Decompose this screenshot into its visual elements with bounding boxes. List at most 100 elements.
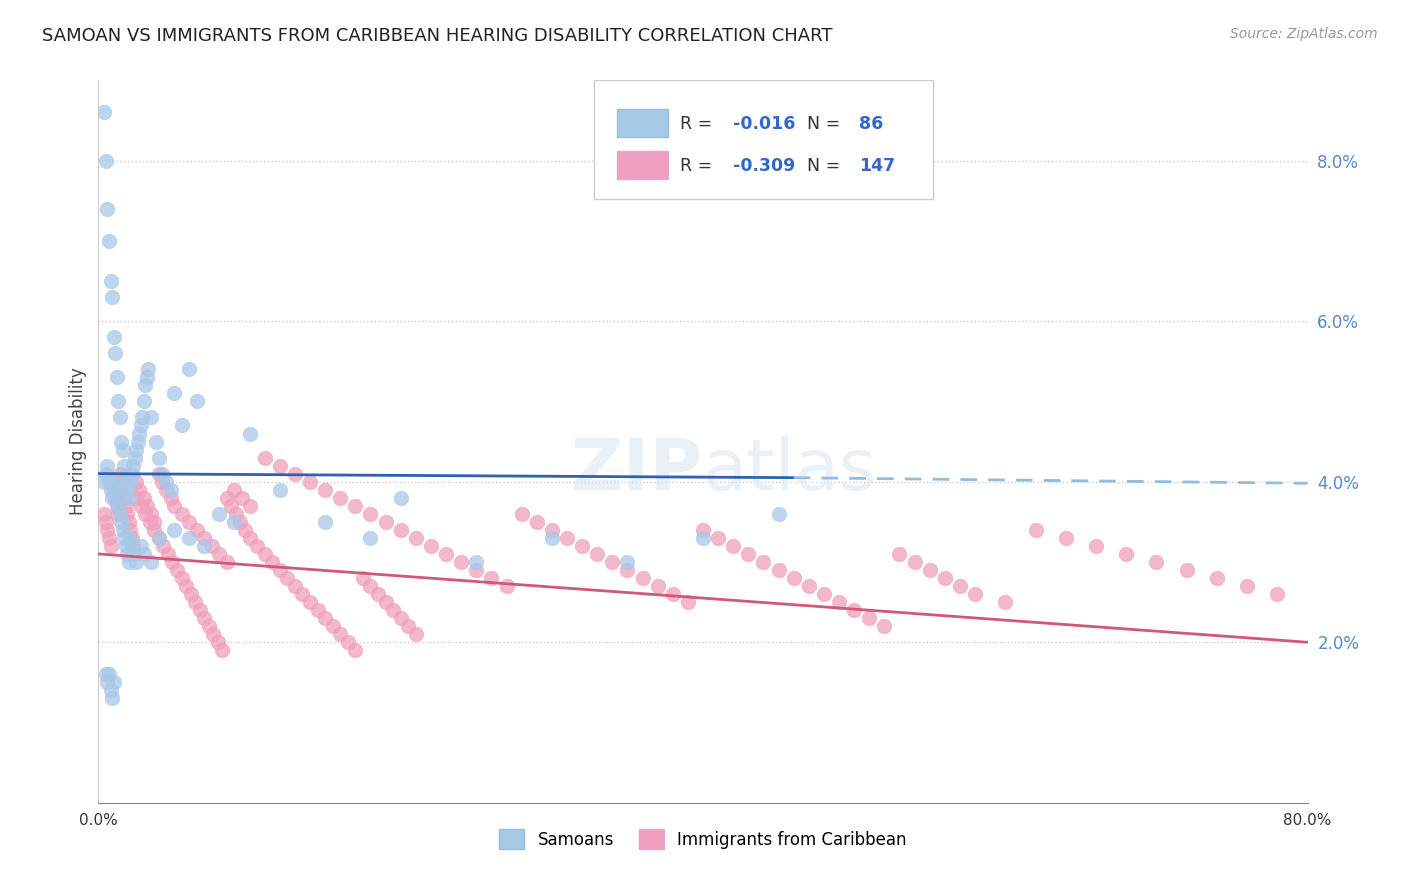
Point [405,531,427,545]
Text: SAMOAN VS IMMIGRANTS FROM CARIBBEAN HEARING DISABILITY CORRELATION CHART: SAMOAN VS IMMIGRANTS FROM CARIBBEAN HEAR… [42,27,832,45]
Point [124,450,146,465]
Point [103,330,125,344]
Point [465,563,488,577]
Point [858,611,880,625]
Point [115,483,138,497]
Point [101,691,124,706]
Point [134,378,156,392]
Point [389,523,412,537]
Point [336,635,359,649]
Point [103,675,125,690]
Point [231,491,253,505]
Point [111,483,134,497]
Point [314,611,336,625]
Text: 86: 86 [859,115,883,133]
Text: R =: R = [681,156,718,175]
Point [135,370,157,384]
Point [179,531,201,545]
Point [465,555,488,569]
Point [374,515,396,529]
Point [344,499,367,513]
Point [284,579,307,593]
Point [540,531,562,545]
Point [141,410,163,425]
Point [129,499,152,513]
Point [122,458,145,473]
Point [110,434,132,449]
Point [104,491,127,505]
Point [155,483,177,497]
Point [110,475,132,489]
Point [783,571,806,585]
Point [526,515,548,529]
Point [873,619,896,633]
Point [291,587,314,601]
Point [156,547,179,561]
Point [586,547,609,561]
Point [616,563,638,577]
Point [105,499,128,513]
Point [676,595,699,609]
Point [121,467,143,481]
Point [389,611,412,625]
Point [100,483,122,497]
Point [934,571,956,585]
Point [129,418,152,433]
Point [103,475,125,489]
Point [111,442,134,457]
Point [125,491,148,505]
Point [571,539,593,553]
Point [269,563,291,577]
Point [797,579,820,593]
Point [188,603,211,617]
Point [132,491,155,505]
Point [100,274,122,288]
Point [329,627,352,641]
Point [104,483,127,497]
Point [1236,579,1258,593]
Point [360,579,382,593]
Y-axis label: Hearing Disability: Hearing Disability [69,368,87,516]
Point [602,555,624,569]
Point [193,611,215,625]
Point [101,290,124,304]
Point [1206,571,1229,585]
Point [314,483,336,497]
Point [197,619,219,633]
Point [114,475,136,489]
FancyBboxPatch shape [617,151,668,178]
Point [148,531,170,545]
Point [134,507,156,521]
Point [148,467,170,481]
Point [269,483,291,497]
Point [160,491,183,505]
Point [100,683,122,698]
Point [94,153,117,168]
Point [904,555,927,569]
Point [184,595,207,609]
Point [208,547,231,561]
Point [201,539,224,553]
Point [1144,555,1167,569]
Point [631,571,654,585]
Point [148,450,170,465]
Point [114,539,136,553]
Point [105,491,128,505]
Point [262,555,284,569]
Point [1267,587,1289,601]
Point [94,667,117,681]
Point [225,507,247,521]
Point [179,362,201,376]
Point [96,458,118,473]
Point [93,105,115,120]
Point [121,531,143,545]
Point [163,386,186,401]
Point [382,603,405,617]
Point [481,571,503,585]
Point [96,675,118,690]
Text: ZIP: ZIP [571,436,703,505]
Point [136,362,159,376]
Point [110,515,132,529]
Point [179,515,201,529]
Point [132,394,155,409]
